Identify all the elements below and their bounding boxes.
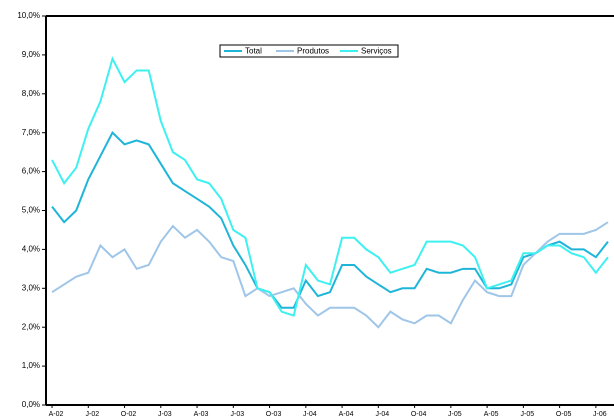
y-tick-label: 5,0% <box>22 206 40 215</box>
x-tick-label: J-06 <box>593 411 607 418</box>
x-tick-label: J-04 <box>303 411 317 418</box>
x-tick-label: A-03 <box>194 411 209 418</box>
x-tick-label: O-05 <box>556 411 572 418</box>
y-tick-label: 10,0% <box>17 11 40 20</box>
x-tick-label: J-03 <box>158 411 172 418</box>
x-tick-label: J-05 <box>448 411 462 418</box>
x-tick-label: J-04 <box>376 411 390 418</box>
x-tick-label: J-02 <box>85 411 99 418</box>
legend-label: Produtos <box>297 47 329 56</box>
x-tick-label: O-02 <box>121 411 137 418</box>
series-line <box>51 56 609 317</box>
x-tick-label: J-03 <box>231 411 245 418</box>
y-tick-label: 8,0% <box>22 89 40 98</box>
x-tick-label: A-05 <box>484 411 499 418</box>
series-line <box>51 221 609 329</box>
legend-label: Serviços <box>361 47 392 56</box>
x-tick-label: O-03 <box>266 411 282 418</box>
y-tick-label: 4,0% <box>22 245 40 254</box>
y-tick-label: 9,0% <box>22 50 40 59</box>
y-tick-label: 6,0% <box>22 167 40 176</box>
x-tick-label: A-04 <box>339 411 354 418</box>
x-tick-label: A-02 <box>49 411 64 418</box>
x-tick-label: O-04 <box>411 411 427 418</box>
x-tick-label: J-05 <box>521 411 535 418</box>
legend-label: Total <box>245 47 262 56</box>
y-tick-label: 3,0% <box>22 283 40 292</box>
y-tick-label: 7,0% <box>22 128 40 137</box>
y-tick-label: 1,0% <box>22 361 40 370</box>
legend-box <box>219 44 399 58</box>
y-tick-label: 0,0% <box>22 400 40 409</box>
series-line <box>51 131 609 309</box>
y-tick-label: 2,0% <box>22 322 40 331</box>
